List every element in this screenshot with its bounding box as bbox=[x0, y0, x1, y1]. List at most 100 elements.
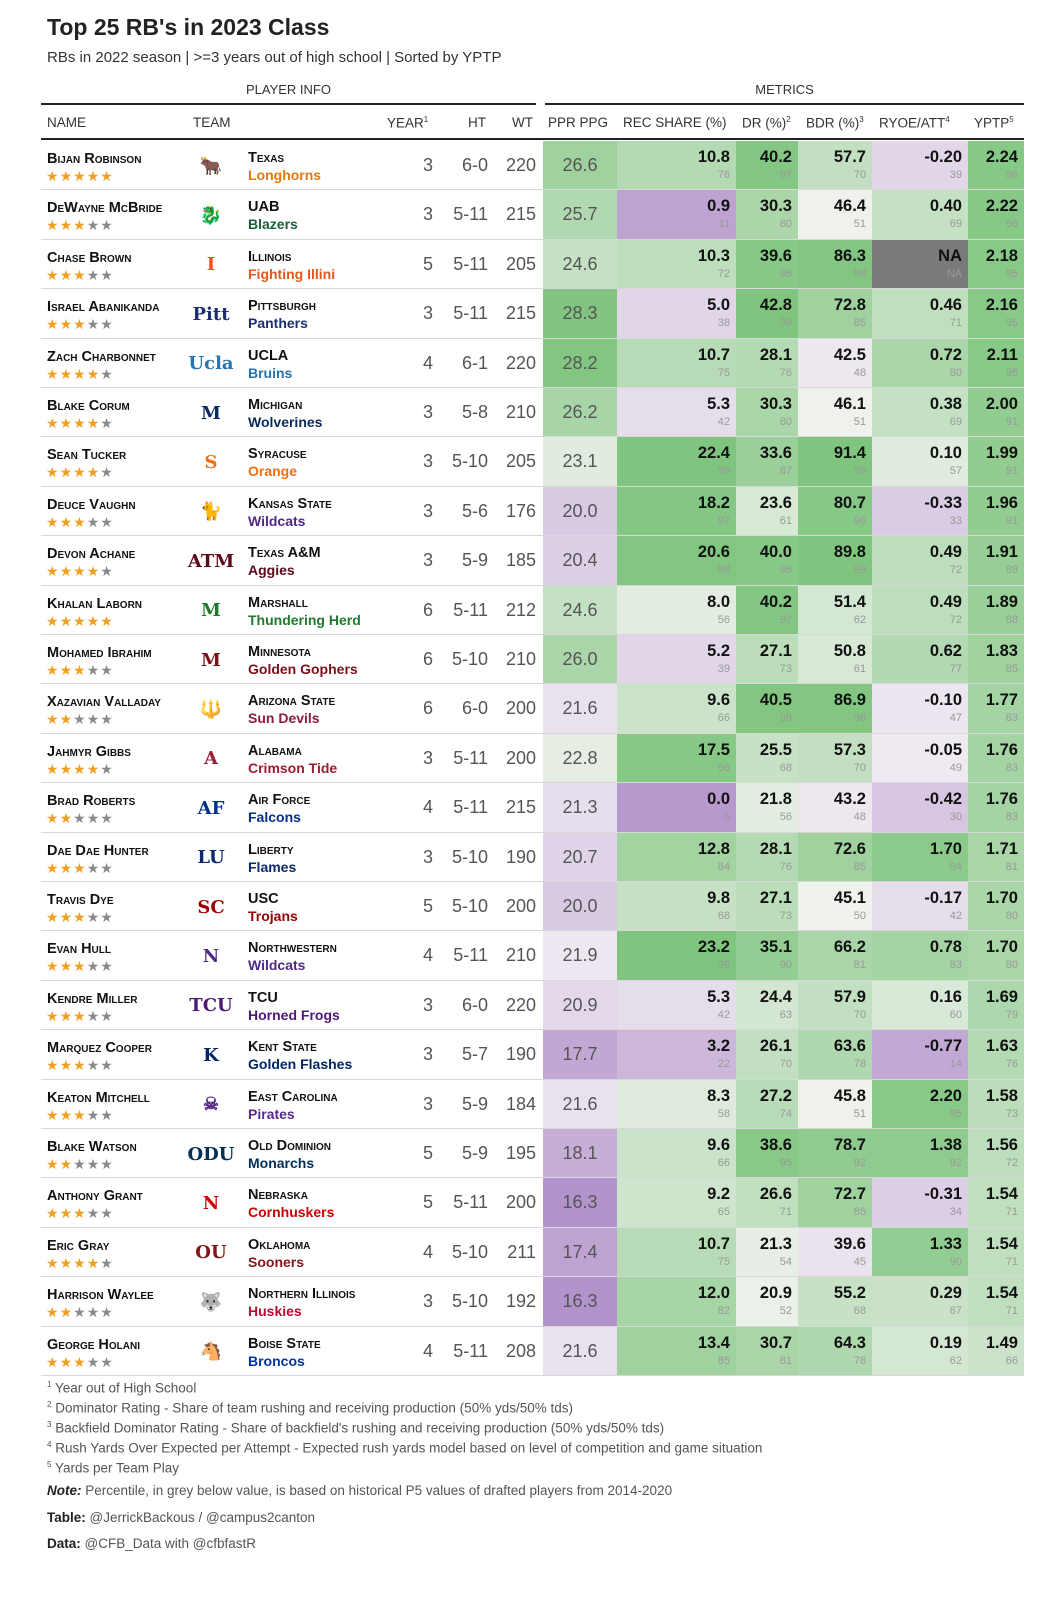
rec-cell: 12.0 82 bbox=[617, 1277, 736, 1327]
table-row[interactable]: Mohamed Ibrahim ★★★★★ M Minnesota Golden Gop… bbox=[0, 635, 1064, 685]
rec-cell: 10.7 75 bbox=[617, 1227, 736, 1278]
column-header-wt[interactable]: WT bbox=[512, 115, 533, 130]
column-header-ppr-ppg[interactable]: PPR PPG bbox=[548, 115, 609, 130]
table-row[interactable]: Bijan Robinson ★★★★★ 🐂 Texas Longhorns 3 6-0 22… bbox=[0, 141, 1064, 191]
ryoe-value: 0.78 bbox=[929, 938, 962, 957]
table-row[interactable]: Keaton Mitchell ★★★★★ ☠ East Carolina Pirate… bbox=[0, 1079, 1064, 1129]
star-icon: ★ bbox=[100, 859, 114, 876]
dr-value: 39.6 bbox=[759, 246, 792, 265]
bdr-value: 72.8 bbox=[833, 296, 866, 315]
player-name: Israel Abanikanda bbox=[47, 299, 160, 316]
column-header-team[interactable]: TEAM bbox=[193, 115, 231, 130]
michigan-logo: M bbox=[201, 402, 221, 424]
dr-percentile: 95 bbox=[779, 1157, 792, 1169]
ppr-ppg-value: 20.0 bbox=[562, 500, 598, 521]
table-row[interactable]: Harrison Waylee ★★★★★ 🐺 Northern Illinois Hu… bbox=[0, 1277, 1064, 1327]
star-icon: ★ bbox=[86, 1254, 101, 1271]
star-rating: ★★★★★ bbox=[46, 366, 114, 383]
star-icon: ★ bbox=[59, 711, 74, 728]
table-row[interactable]: Devon Achane ★★★★★ ATM Texas A&M Aggies 3 5-9 1… bbox=[0, 536, 1064, 586]
column-header-name[interactable]: NAME bbox=[47, 115, 87, 130]
ppr-ppg-value: 21.6 bbox=[562, 1340, 598, 1361]
ryoe-percentile: 71 bbox=[949, 317, 962, 330]
star-icon: ★ bbox=[59, 1353, 74, 1370]
table-row[interactable]: Marquez Cooper ★★★★★ K Kent State Golden Fla… bbox=[0, 1030, 1064, 1080]
column-header-ht[interactable]: HT bbox=[468, 115, 486, 130]
ryoe-value: 0.46 bbox=[929, 296, 962, 315]
weight-value: 205 bbox=[505, 253, 536, 274]
bdr-value: 57.3 bbox=[833, 740, 866, 759]
table-row[interactable]: Zach Charbonnet ★★★★★ Ucla UCLA Bruins 4 6-1 22… bbox=[0, 338, 1064, 388]
table-row[interactable]: Dae Dae Hunter ★★★★★ LU Liberty Flames 3 5-10 1… bbox=[0, 832, 1064, 882]
row-divider bbox=[41, 979, 1024, 981]
year-value: 3 bbox=[422, 451, 433, 472]
table-row[interactable]: Travis Dye ★★★★★ SC USC Trojans 5 5-10 200 20.0 9… bbox=[0, 882, 1064, 932]
yptp-value: 2.16 bbox=[985, 296, 1018, 315]
column-header-year[interactable]: YEAR1 bbox=[387, 115, 429, 131]
ryoe-percentile: 34 bbox=[949, 1206, 962, 1219]
team-name: Arizona State bbox=[248, 693, 336, 710]
bdr-cell: 72.8 85 bbox=[798, 289, 872, 339]
table-row[interactable]: Evan Hull ★★★★★ N Northwestern Wildcats 4 5-11… bbox=[0, 931, 1064, 981]
table-row[interactable]: Khalan Laborn ★★★★★ M Marshall Thundering He… bbox=[0, 585, 1064, 635]
weight-value: 215 bbox=[505, 303, 536, 324]
star-icon: ★ bbox=[73, 168, 87, 184]
table-row[interactable]: Jahmyr Gibbs ★★★★★ A Alabama Crimson Tide 3 5-… bbox=[0, 733, 1064, 784]
column-header-rec-share[interactable]: REC SHARE (%) bbox=[623, 115, 727, 130]
column-header-ryoe[interactable]: RYOE/ATT4 bbox=[879, 115, 950, 131]
table-row[interactable]: Blake Watson ★★★★★ ODU Old Dominion Monarchs… bbox=[0, 1129, 1064, 1179]
rec-value: 0.0 bbox=[707, 790, 730, 809]
rec-value: 13.4 bbox=[697, 1333, 730, 1352]
table-row[interactable]: DeWayne McBride ★★★★★ 🐉 UAB Blazers 3 5-11 215 2… bbox=[0, 190, 1064, 240]
table-row[interactable]: Chase Brown ★★★★★ I Illinois Fighting Illini… bbox=[0, 239, 1064, 290]
weight-value: 185 bbox=[505, 550, 536, 571]
row-divider bbox=[41, 1177, 1024, 1179]
ryoe-percentile: 69 bbox=[949, 218, 962, 231]
bdr-cell: 46.1 51 bbox=[798, 388, 872, 438]
column-header-dr[interactable]: DR (%)2 bbox=[742, 115, 791, 131]
table-row[interactable]: Xazavian Valladay ★★★★★ 🔱 Arizona State Sun … bbox=[0, 684, 1064, 734]
team-mascot: Trojans bbox=[248, 908, 298, 924]
rec-percentile: 58 bbox=[717, 1107, 730, 1120]
table-row[interactable]: Deuce Vaughn ★★★★★ 🐈 Kansas State Wildcats 3 5… bbox=[0, 486, 1064, 537]
star-rating: ★★★★★ bbox=[46, 761, 114, 778]
bdr-cell: 80.7 96 bbox=[798, 486, 872, 537]
dr-value: 42.8 bbox=[759, 296, 792, 315]
star-icon: ★ bbox=[59, 513, 74, 530]
table-row[interactable]: George Holani ★★★★★ 🐴 Boise State Broncos 4 5-… bbox=[0, 1326, 1064, 1376]
yptp-cell: 1.54 71 bbox=[968, 1227, 1024, 1278]
star-icon: ★ bbox=[59, 810, 74, 827]
star-icon: ★ bbox=[86, 266, 101, 283]
height-value: 5-11 bbox=[453, 303, 488, 324]
year-value: 4 bbox=[422, 352, 433, 373]
table-row[interactable]: Brad Roberts ★★★★★ AF Air Force Falcons 4 5-11… bbox=[0, 783, 1064, 833]
bdr-value: 45.1 bbox=[833, 889, 866, 907]
bdr-percentile: 70 bbox=[853, 169, 866, 181]
dr-value: 21.8 bbox=[759, 790, 792, 809]
row-divider bbox=[41, 1226, 1024, 1228]
table-row[interactable]: Israel Abanikanda ★★★★★ Pitt Pittsburgh Pant… bbox=[0, 289, 1064, 339]
ryoe-cell: -0.10 47 bbox=[872, 684, 968, 734]
weight-value: 220 bbox=[505, 352, 536, 373]
ryoe-cell: 1.38 92 bbox=[872, 1129, 968, 1179]
table-row[interactable]: Anthony Grant ★★★★★ N Nebraska Cornhuskers 5 5… bbox=[0, 1178, 1064, 1228]
ppr-ppg-value: 22.8 bbox=[562, 747, 598, 768]
column-header-yptp[interactable]: YPTP5 bbox=[974, 115, 1014, 131]
table-row[interactable]: Sean Tucker ★★★★★ S Syracuse Orange 3 5-10 205 2… bbox=[0, 437, 1064, 487]
ppr-ppg-value: 24.6 bbox=[562, 253, 598, 274]
rec-value: 10.8 bbox=[697, 148, 730, 166]
team-name: Liberty bbox=[248, 841, 294, 858]
team-mascot: Wolverines bbox=[248, 414, 323, 430]
star-icon: ★ bbox=[59, 415, 74, 431]
table-row[interactable]: Blake Corum ★★★★★ M Michigan Wolverines 3 5-8 2… bbox=[0, 388, 1064, 438]
yptp-value: 2.11 bbox=[986, 345, 1018, 364]
page-title: Top 25 RB's in 2023 Class bbox=[47, 14, 330, 40]
table-row[interactable]: Eric Gray ★★★★★ OU Oklahoma Sooners 4 5-10 211 1… bbox=[0, 1227, 1064, 1278]
table-row[interactable]: Kendre Miller ★★★★★ TCU TCU Horned Frogs 3 6-0… bbox=[0, 980, 1064, 1031]
rec-cell: 10.3 72 bbox=[617, 239, 736, 290]
yptp-cell: 1.91 89 bbox=[968, 536, 1024, 586]
ppr-ppg-value: 17.4 bbox=[562, 1241, 598, 1262]
star-icon: ★ bbox=[86, 810, 101, 827]
bdr-value: 66.2 bbox=[833, 938, 866, 957]
column-header-bdr[interactable]: BDR (%)3 bbox=[806, 115, 864, 131]
